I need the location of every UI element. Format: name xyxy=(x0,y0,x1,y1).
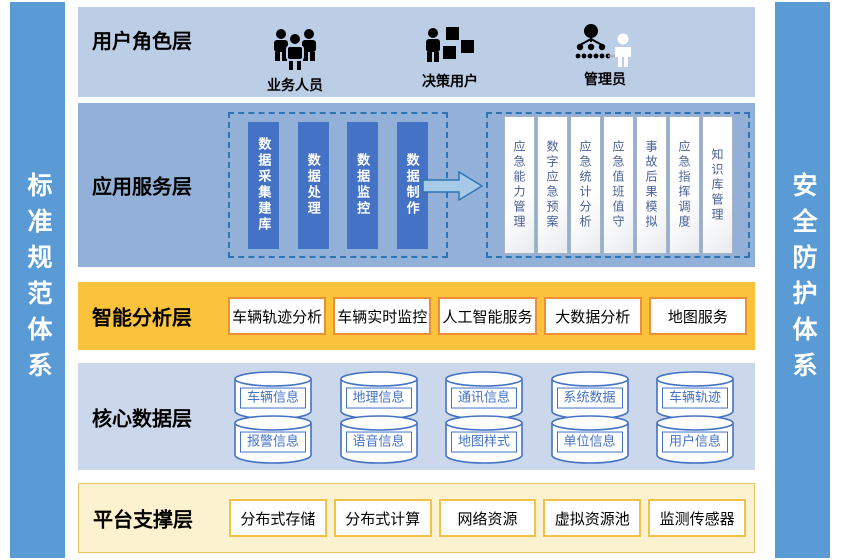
layer-intelligent-analysis: 智能分析层 车辆轨迹分析 车辆实时监控 人工智能服务 大数据分析 地图服务 xyxy=(78,282,755,350)
data-cylinder-label: 语音信息 xyxy=(345,431,412,453)
layer-platform-support-title: 平台支撑层 xyxy=(93,509,193,532)
data-cylinder: 车辆轨迹 xyxy=(655,370,735,420)
emergency-app-label: 应急能力管理 xyxy=(512,140,526,230)
emergency-app-bar: 数字应急预案 xyxy=(536,116,568,254)
org-chart-person-icon xyxy=(574,15,636,67)
role-business-staff-label: 业务人员 xyxy=(267,77,323,93)
pipeline-bar-label: 数据制作 xyxy=(404,153,420,217)
data-pipeline-group: 数据采集建库 数据处理 数据监控 数据制作 xyxy=(228,112,448,258)
emergency-app-bar: 应急能力管理 xyxy=(503,116,535,254)
data-cylinder-label: 地理信息 xyxy=(345,387,412,409)
role-decision-user-label: 决策用户 xyxy=(422,73,478,89)
data-cylinder-label: 单位信息 xyxy=(556,431,623,453)
pipeline-bar: 数据采集建库 xyxy=(248,121,280,249)
data-cylinder: 地图样式 xyxy=(444,414,524,464)
data-cylinder: 语音信息 xyxy=(339,414,419,464)
emergency-apps-group: 应急能力管理 数字应急预案 应急统计分析 应急值班值守 事故后果模拟 应急指挥调… xyxy=(486,112,750,258)
emergency-app-bar: 应急指挥调度 xyxy=(668,116,700,254)
emergency-app-label: 应急指挥调度 xyxy=(677,140,691,230)
layer-core-data-title: 核心数据层 xyxy=(92,408,192,430)
analysis-service-box: 大数据分析 xyxy=(543,297,642,335)
person-blocks-icon xyxy=(424,17,476,69)
role-decision-user: 决策用户 xyxy=(405,15,495,95)
pipeline-bar-label: 数据监控 xyxy=(355,153,371,217)
data-cylinder-label: 地图样式 xyxy=(450,431,518,453)
data-cylinder-label: 通讯信息 xyxy=(450,387,518,409)
emergency-app-bar: 事故后果模拟 xyxy=(635,116,667,254)
analysis-service-box: 人工智能服务 xyxy=(438,297,537,335)
right-pillar-security-system: 安全防护体系 xyxy=(775,2,830,558)
right-pillar-label: 安全防护体系 xyxy=(789,172,817,388)
data-cylinder-label: 用户信息 xyxy=(661,431,729,453)
pipeline-bar: 数据处理 xyxy=(297,121,329,249)
data-cylinder: 系统数据 xyxy=(550,370,630,420)
platform-resources-row: 分布式存储 分布式计算 网络资源 虚拟资源池 监测传感器 xyxy=(229,499,746,537)
role-business-staff: 业务人员 xyxy=(250,15,340,95)
users-group-icon xyxy=(269,21,321,73)
layer-core-data: 核心数据层 车辆信息 地理信息 通讯信息 系统数据 xyxy=(78,363,755,470)
analysis-services-row: 车辆轨迹分析 车辆实时监控 人工智能服务 大数据分析 地图服务 xyxy=(228,297,748,335)
role-administrator: 管理员 xyxy=(560,15,650,95)
layer-intelligent-analysis-title: 智能分析层 xyxy=(92,307,192,330)
layer-user-roles-title: 用户角色层 xyxy=(92,31,192,53)
data-cylinders-grid: 车辆信息 地理信息 通讯信息 系统数据 车辆轨迹 xyxy=(233,370,735,464)
layer-user-roles: 用户角色层 xyxy=(78,7,755,97)
emergency-app-bar: 应急统计分析 xyxy=(569,116,601,254)
platform-resource-box: 分布式存储 xyxy=(229,499,327,537)
platform-resource-box: 网络资源 xyxy=(438,499,537,537)
data-cylinder-row: 车辆信息 地理信息 通讯信息 系统数据 车辆轨迹 xyxy=(233,370,735,420)
emergency-app-bar: 应急值班值守 xyxy=(602,116,634,254)
layer-app-services-title: 应用服务层 xyxy=(92,176,192,199)
roles-row: 业务人员 决策用户 xyxy=(250,15,650,95)
analysis-service-box: 车辆实时监控 xyxy=(333,297,432,335)
data-cylinder-row: 报警信息 语音信息 地图样式 单位信息 用户信息 xyxy=(233,414,735,464)
left-pillar-label: 标准规范体系 xyxy=(24,172,52,388)
left-pillar-standard-system: 标准规范体系 xyxy=(10,2,65,558)
platform-resource-box: 监测传感器 xyxy=(648,499,746,537)
data-cylinder: 通讯信息 xyxy=(444,370,524,420)
data-cylinder: 地理信息 xyxy=(339,370,419,420)
data-cylinder: 报警信息 xyxy=(233,414,313,464)
platform-resource-box: 分布式计算 xyxy=(333,499,432,537)
data-cylinder-label: 车辆轨迹 xyxy=(661,387,729,409)
emergency-app-label: 数字应急预案 xyxy=(545,140,559,230)
emergency-app-label: 事故后果模拟 xyxy=(644,140,658,230)
pipeline-bar-label: 数据处理 xyxy=(305,153,321,217)
data-cylinder-label: 系统数据 xyxy=(556,387,623,409)
data-cylinder: 用户信息 xyxy=(655,414,735,464)
platform-resource-box: 虚拟资源池 xyxy=(543,499,642,537)
emergency-app-label: 应急值班值守 xyxy=(611,140,625,230)
analysis-service-box: 地图服务 xyxy=(648,297,748,335)
pipeline-bar: 数据监控 xyxy=(347,121,379,249)
role-administrator-label: 管理员 xyxy=(584,71,626,87)
emergency-app-bar: 知识库管理 xyxy=(701,116,733,254)
data-cylinder: 单位信息 xyxy=(550,414,630,464)
analysis-service-box: 车辆轨迹分析 xyxy=(228,297,327,335)
right-arrow-icon xyxy=(422,170,484,206)
pipeline-bar-label: 数据采集建库 xyxy=(256,137,272,233)
data-cylinder-label: 车辆信息 xyxy=(239,387,307,409)
data-cylinder: 车辆信息 xyxy=(233,370,313,420)
emergency-app-label: 知识库管理 xyxy=(710,147,724,223)
layer-platform-support: 平台支撑层 分布式存储 分布式计算 网络资源 虚拟资源池 监测传感器 xyxy=(78,483,755,553)
emergency-app-label: 应急统计分析 xyxy=(578,140,592,230)
pipeline-bar: 数据制作 xyxy=(396,121,428,249)
data-cylinder-label: 报警信息 xyxy=(239,431,307,453)
layer-app-services: 应用服务层 数据采集建库 数据处理 数据监控 数据制作 应急能力管理 数字应急预… xyxy=(78,103,755,267)
